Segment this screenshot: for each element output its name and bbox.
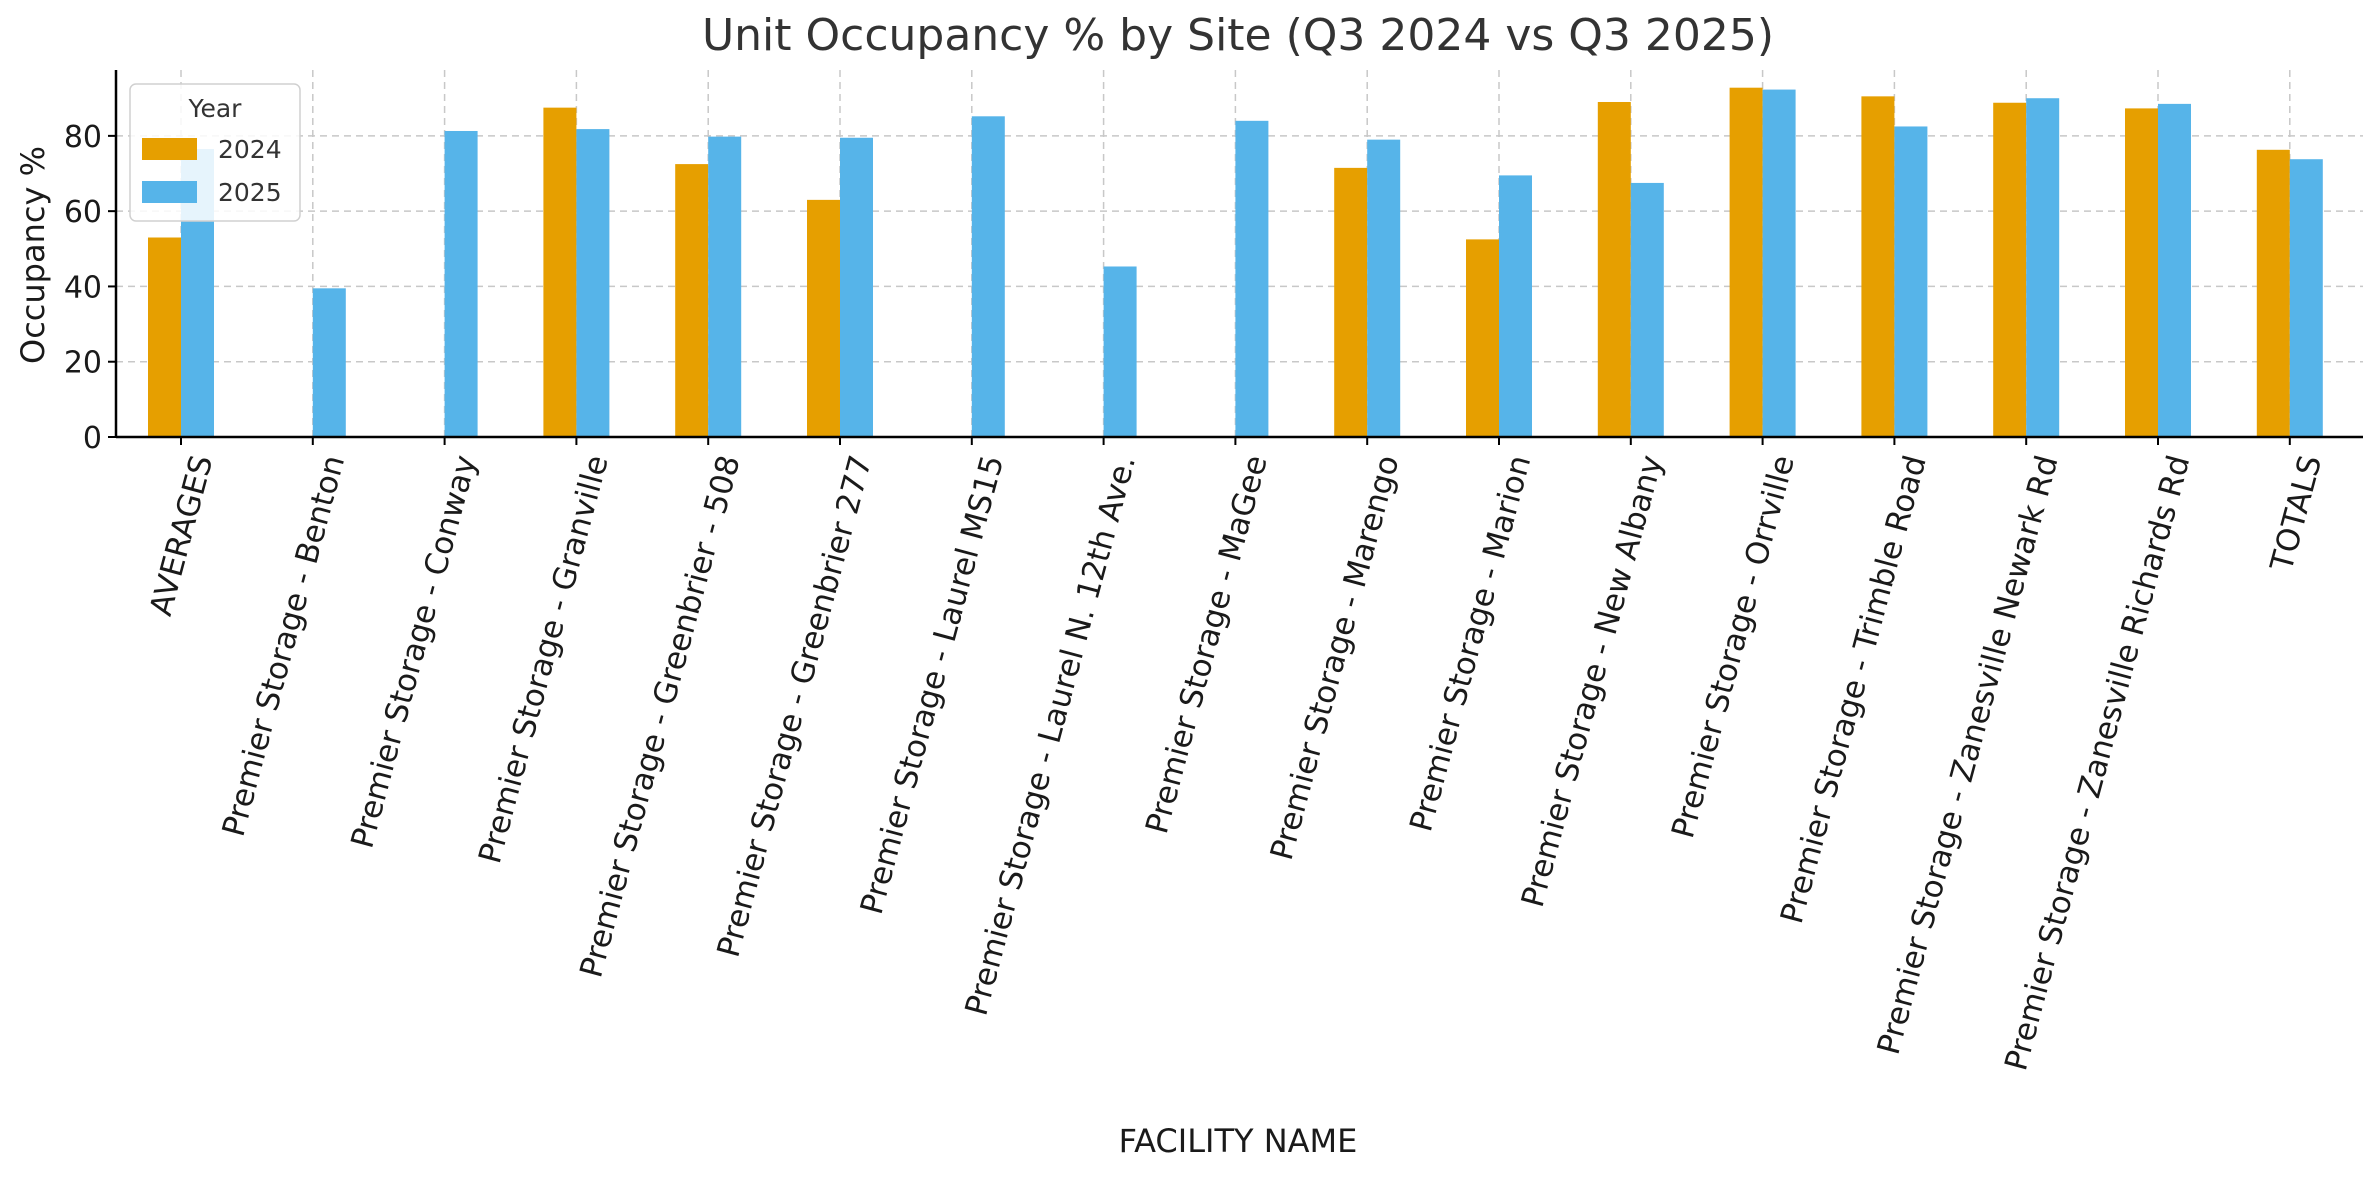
x-tick-label-13: Premier Storage - Trimble Road xyxy=(1774,452,1934,928)
y-tick-label-40: 40 xyxy=(64,270,102,305)
legend-swatch-2025 xyxy=(142,181,197,203)
bar-2025-6 xyxy=(971,116,1005,437)
x-tick-label-1: Premier Storage - Benton xyxy=(216,452,352,841)
bar-2024-15 xyxy=(2125,108,2158,437)
y-tick-label-60: 60 xyxy=(64,195,102,230)
bar-2024-11 xyxy=(1597,101,1631,437)
x-tick-label-5: Premier Storage - Greenbrier 277 xyxy=(711,452,880,961)
bar-2024-10 xyxy=(1466,239,1499,437)
x-tick-label-3: Premier Storage - Granville xyxy=(472,452,616,868)
bars xyxy=(148,87,2323,438)
chart-title: Unit Occupancy % by Site (Q3 2024 vs Q3 … xyxy=(702,10,1774,61)
y-tick-label-80: 80 xyxy=(64,120,102,155)
x-tick-label-6: Premier Storage - Laurel MS15 xyxy=(854,452,1011,919)
x-axis-label: FACILITY NAME xyxy=(1119,1122,1358,1160)
bar-2025-12 xyxy=(1762,89,1796,437)
bar-2024-14 xyxy=(1993,102,2027,438)
x-tick-label-2: Premier Storage - Conway xyxy=(344,452,484,852)
bar-2025-16 xyxy=(2289,159,2323,437)
bar-2025-5 xyxy=(840,137,873,437)
bar-2025-15 xyxy=(2158,103,2191,437)
legend-swatch-2024 xyxy=(142,138,197,160)
bar-2024-12 xyxy=(1729,87,1763,437)
bar-2025-4 xyxy=(708,136,742,437)
bar-2024-5 xyxy=(807,199,840,437)
bar-2024-0 xyxy=(148,237,181,437)
x-tick-label-12: Premier Storage - Orrville xyxy=(1665,452,1802,842)
bar-2025-13 xyxy=(1894,126,1928,437)
bar-2025-2 xyxy=(444,130,478,437)
bar-2025-7 xyxy=(1103,266,1137,437)
x-tick-label-9: Premier Storage - Marengo xyxy=(1264,452,1407,864)
legend-label-2024: 2024 xyxy=(218,135,282,164)
x-tick-label-8: Premier Storage - MaGee xyxy=(1139,452,1275,838)
bar-2025-11 xyxy=(1630,182,1664,437)
bar-2024-4 xyxy=(675,164,709,437)
bar-2025-8 xyxy=(1235,120,1269,438)
bar-2024-3 xyxy=(543,107,577,438)
x-tick-label-16: TOTALS xyxy=(2264,452,2330,576)
legend: Year 2024 2025 xyxy=(129,83,301,222)
legend-title: Year xyxy=(188,94,243,123)
bar-2025-14 xyxy=(2026,98,2060,437)
bar-2024-13 xyxy=(1861,96,1895,437)
x-tick-label-10: Premier Storage - Marion xyxy=(1403,452,1538,836)
x-tick-label-4: Premier Storage - Greenbrier - 508 xyxy=(573,452,747,982)
y-ticks: 0 20 40 60 80 xyxy=(64,120,116,456)
bar-2025-9 xyxy=(1367,139,1401,437)
bar-2025-3 xyxy=(576,129,610,437)
bar-2024-16 xyxy=(2256,149,2290,437)
axes xyxy=(114,70,2363,439)
y-tick-label-0: 0 xyxy=(83,421,102,456)
y-tick-label-20: 20 xyxy=(64,346,102,381)
x-tick-label-0: AVERAGES xyxy=(143,452,220,620)
x-tick-label-11: Premier Storage - New Albany xyxy=(1515,452,1670,911)
y-axis-label: Occupancy % xyxy=(14,146,52,364)
bar-2025-1 xyxy=(312,288,346,437)
legend-label-2025: 2025 xyxy=(218,178,282,207)
bar-2024-9 xyxy=(1334,167,1368,437)
bar-2025-10 xyxy=(1499,175,1532,437)
